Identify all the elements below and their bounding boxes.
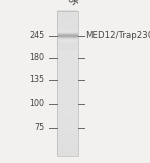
Text: 180: 180 [29,53,44,62]
Text: Spleen: Spleen [68,0,95,7]
Text: 75: 75 [34,123,44,133]
Text: 135: 135 [29,75,44,84]
Text: MED12/Trap230: MED12/Trap230 [85,31,150,40]
Bar [57,11,78,156]
Text: 100: 100 [29,99,44,108]
Text: 245: 245 [29,31,44,40]
